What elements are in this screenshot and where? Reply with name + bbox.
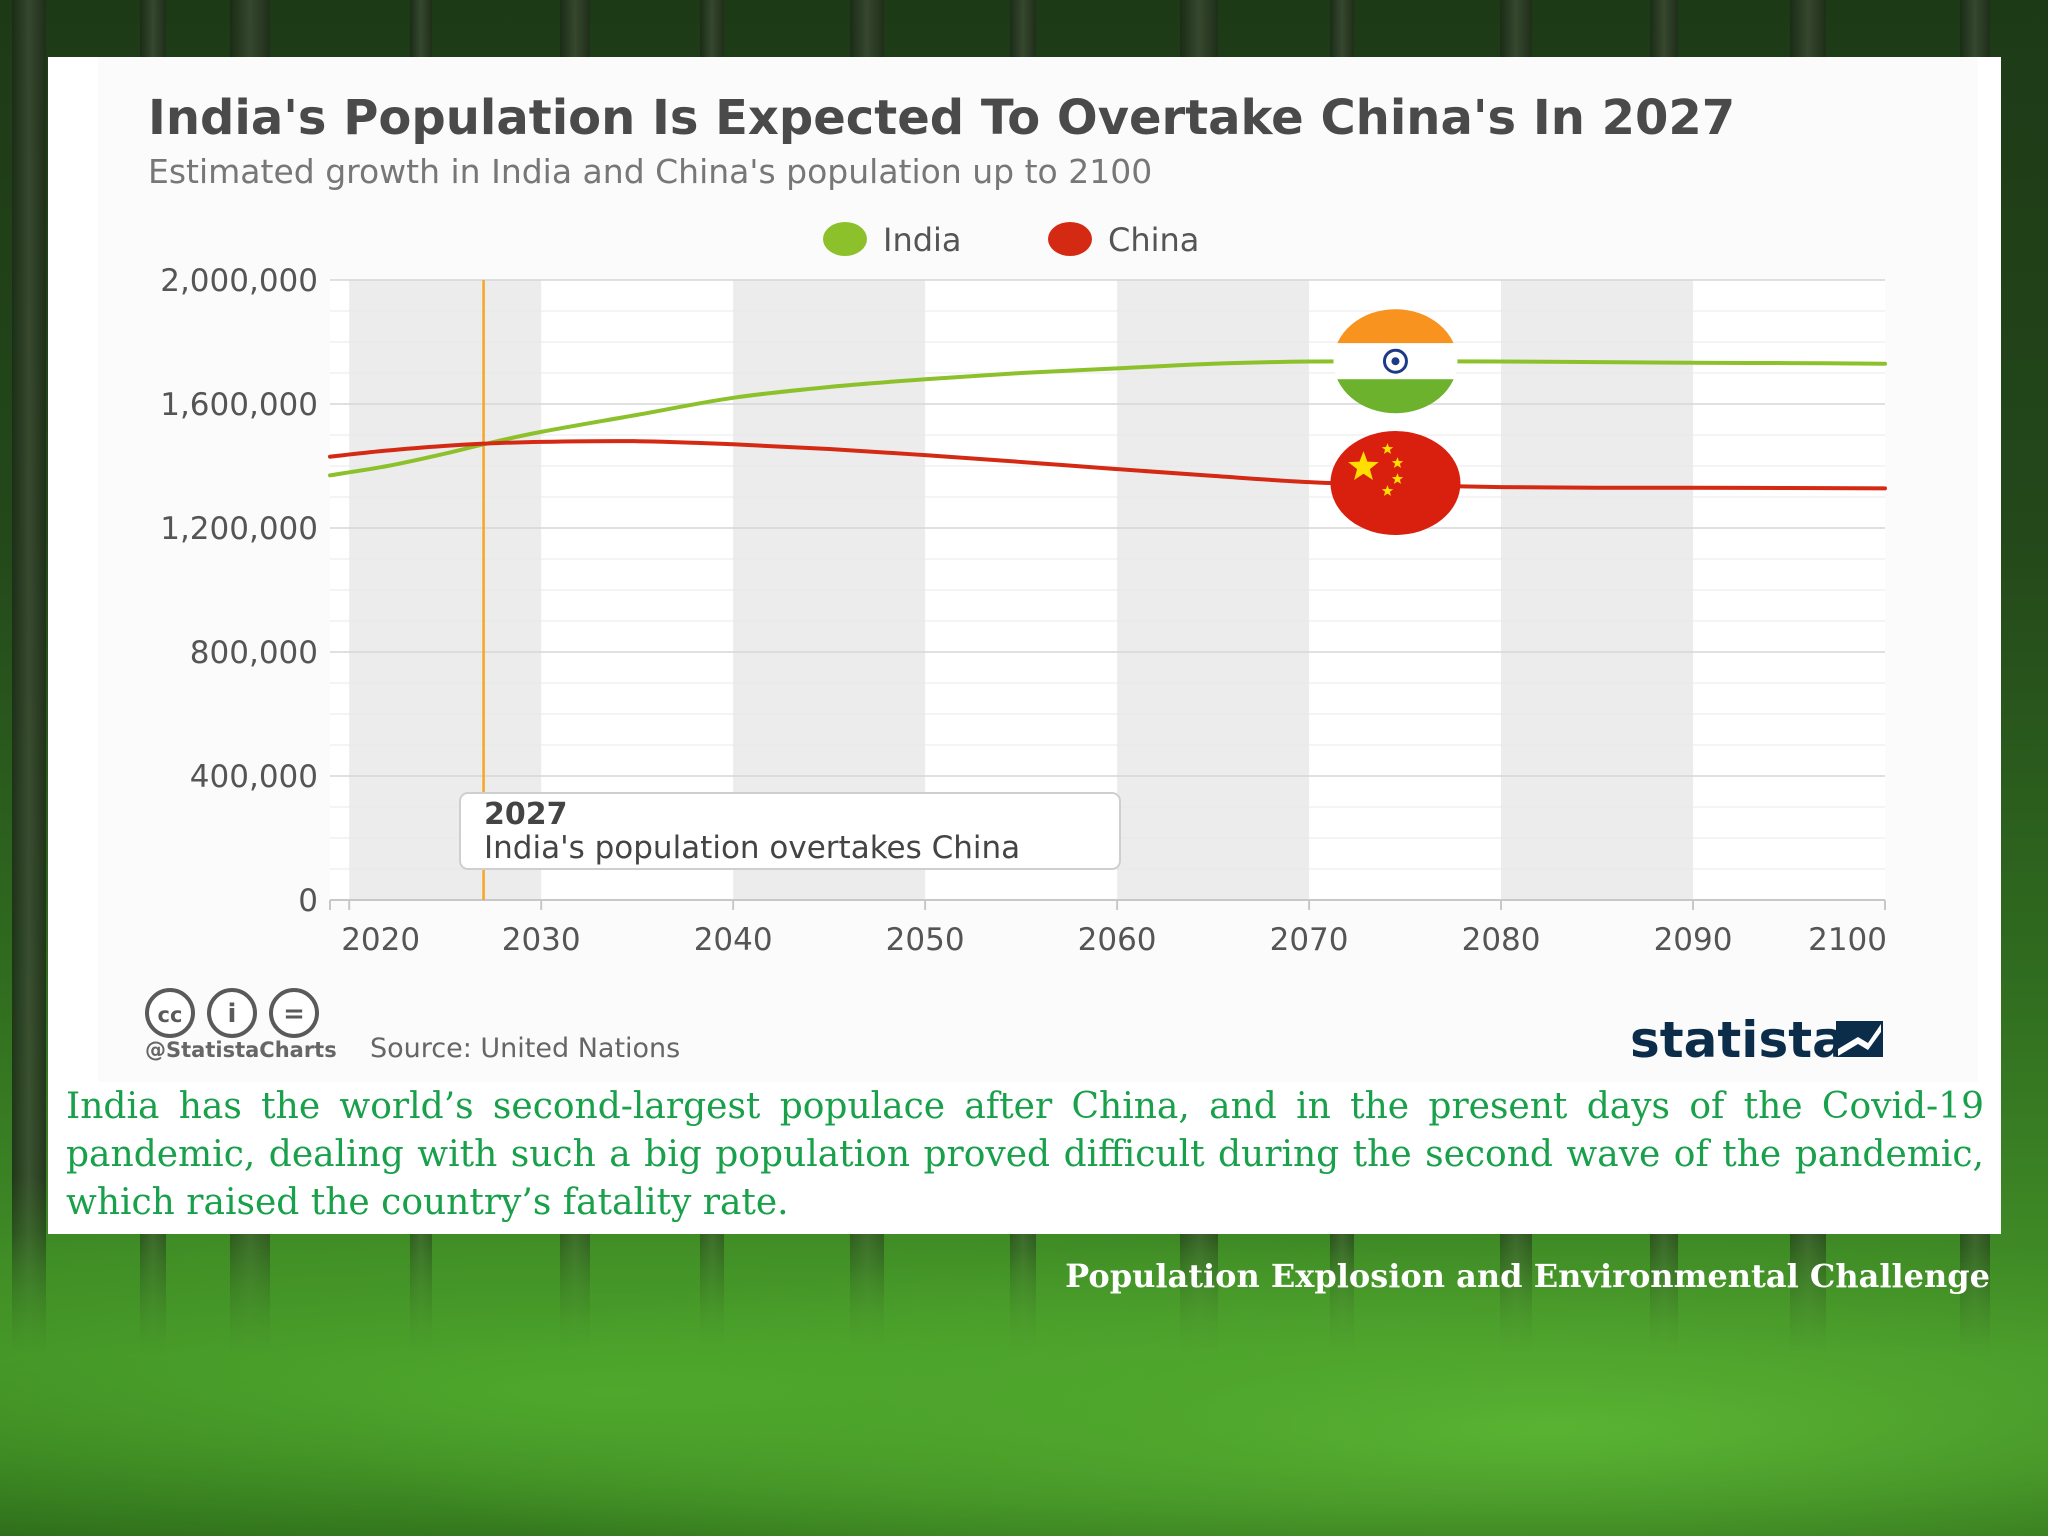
flag-field-red (1330, 431, 1461, 536)
annotation-box (459, 792, 1121, 870)
legend: India China (823, 221, 1199, 259)
logo-mark (1838, 1024, 1881, 1056)
flag-star-small (1391, 457, 1404, 468)
y-tick-label: 2,000,000 (160, 263, 318, 299)
slide-footer-title: Population Explosion and Environmental C… (1065, 1257, 1990, 1295)
cc-icon: cc (145, 988, 195, 1038)
china-flag-icon (1330, 431, 1461, 536)
legend-label-india: India (883, 221, 962, 259)
flag-markers (1330, 309, 1461, 536)
x-tick-label: 2020 (341, 922, 420, 958)
x-tick-label: 2030 (502, 922, 581, 958)
annotation-year: 2027 (484, 797, 568, 832)
chart-title: India's Population Is Expected To Overta… (148, 90, 1736, 146)
flag-star-small (1391, 473, 1404, 484)
y-tick-label: 0 (298, 883, 318, 919)
y-tick-label: 1,600,000 (160, 387, 318, 423)
chart-source: Source: United Nations (370, 1033, 680, 1064)
caption-text: India has the world’s second-largest pop… (66, 1086, 1984, 1223)
ashoka-chakra-center (1391, 357, 1400, 366)
chart-footer: cc i = @StatistaCharts Source: United Nation… (145, 988, 1883, 1069)
nd-icon-ring (269, 988, 319, 1038)
series-line-china (328, 439, 1887, 491)
cc-icon-glyph: cc (158, 1003, 183, 1027)
nd-icon-glyph: = (283, 999, 305, 1029)
statista-logo-text: statista (1630, 1011, 1846, 1069)
flag-star-small (1381, 485, 1394, 496)
x-tick-label: 2060 (1078, 922, 1157, 958)
x-tick-label: 2080 (1462, 922, 1541, 958)
legend-swatch-india (823, 222, 867, 256)
statista-handle: @StatistaCharts (145, 1038, 337, 1062)
cc-icon-ring (145, 988, 195, 1038)
x-tick-label: 2050 (886, 922, 965, 958)
y-tick-label: 400,000 (190, 759, 318, 795)
axes: 0 400,000 800,000 1,200,000 1,600,000 2,000,0… (160, 263, 1887, 958)
by-icon: i (207, 988, 257, 1038)
x-tick-label: 2040 (694, 922, 773, 958)
by-icon-ring (207, 988, 257, 1038)
legend-swatch-china (1048, 222, 1092, 256)
nd-icon: = (269, 988, 319, 1038)
y-tick-label: 1,200,000 (160, 511, 318, 547)
by-icon-glyph: i (228, 999, 237, 1029)
ashoka-chakra (1382, 348, 1408, 374)
annotation-text: India's population overtakes China (484, 830, 1020, 866)
flag-star-large (1348, 451, 1379, 480)
statista-logo-icon (1836, 1021, 1883, 1057)
x-tick-label: 2090 (1654, 922, 1733, 958)
flag-star-small (1381, 443, 1394, 454)
series-line-india (328, 359, 1887, 478)
legend-label-china: China (1108, 221, 1199, 259)
x-tick-label: 2070 (1270, 922, 1349, 958)
chart-subtitle: Estimated growth in India and China's po… (148, 152, 1153, 191)
y-tick-label: 800,000 (190, 635, 318, 671)
x-tick-label: 2100 (1808, 922, 1887, 958)
